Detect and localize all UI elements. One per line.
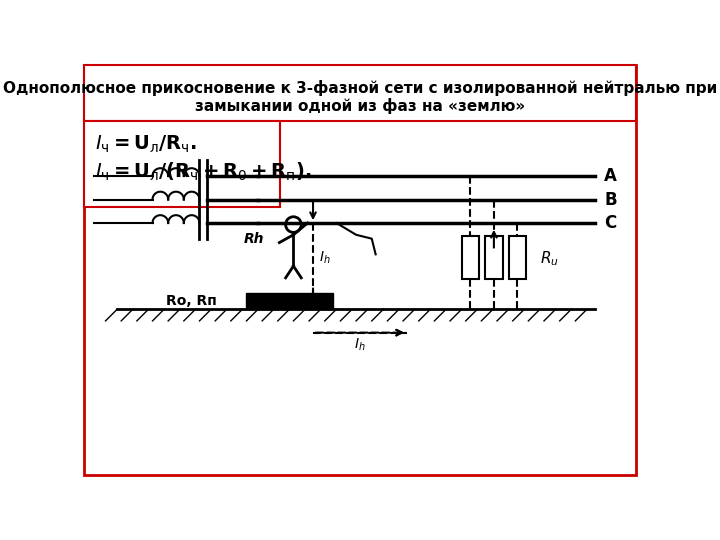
Text: $\mathbf{\mathit{I}_{\mathrm{ч}} = U_{\mathrm{л}} / (R_{\mathrm{ч}} + R_{\mathrm: $\mathbf{\mathit{I}_{\mathrm{ч}} = U_{\m… (95, 161, 312, 183)
FancyBboxPatch shape (84, 65, 636, 475)
FancyBboxPatch shape (84, 65, 636, 122)
Text: Однополюсное прикосновение к 3-фазной сети с изолированной нейтралью при: Однополюсное прикосновение к 3-фазной се… (3, 80, 717, 96)
Text: C: C (604, 214, 616, 232)
Bar (246, 293, 333, 309)
Bar (462, 237, 479, 279)
Text: $R_u$: $R_u$ (540, 249, 559, 268)
Text: замыкании одной из фаз на «землю»: замыкании одной из фаз на «землю» (195, 98, 525, 113)
Text: $I_h$: $I_h$ (319, 250, 331, 266)
Bar (509, 237, 526, 279)
Text: $\mathbf{\mathit{I}_{\mathrm{ч}} = U_{\mathrm{л}} / R_{\mathrm{ч}}.}$: $\mathbf{\mathit{I}_{\mathrm{ч}} = U_{\m… (95, 134, 197, 156)
Bar (485, 237, 503, 279)
Text: Ro, Rп: Ro, Rп (166, 294, 217, 308)
FancyBboxPatch shape (84, 122, 280, 207)
Text: B: B (604, 191, 617, 208)
Text: Rh: Rh (244, 232, 264, 246)
Text: A: A (604, 167, 617, 185)
Text: $I_h$: $I_h$ (354, 336, 366, 353)
